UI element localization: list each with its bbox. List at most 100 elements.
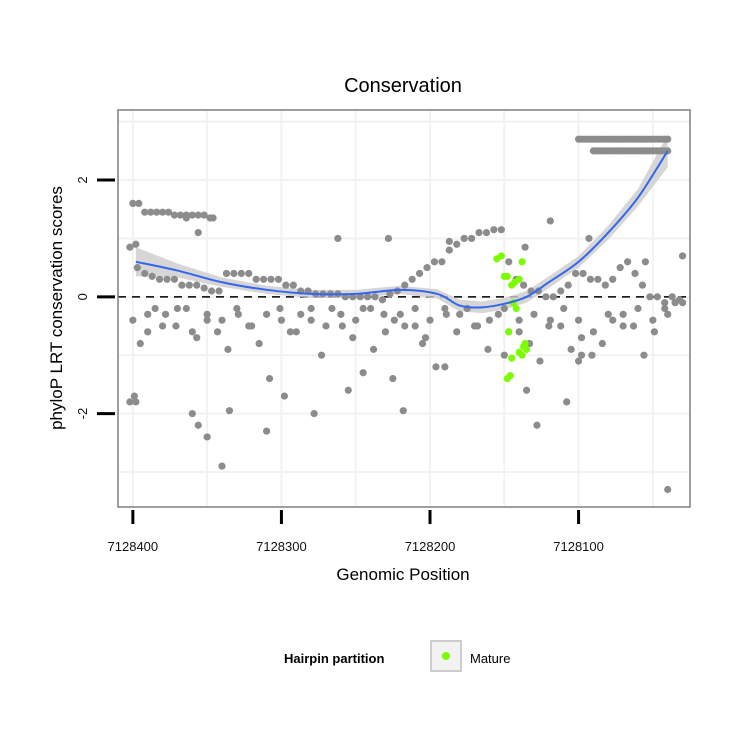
data-point (203, 310, 211, 318)
data-point (664, 310, 672, 318)
data-point (274, 275, 283, 283)
data-point (158, 208, 167, 216)
data-point (352, 316, 360, 324)
data-point (359, 304, 367, 313)
data-point (426, 316, 434, 324)
data-point (664, 485, 672, 494)
data-point (129, 316, 137, 324)
data-point (262, 310, 271, 318)
data-point (193, 334, 201, 342)
data-point (399, 407, 407, 415)
x-tick-label: 7128200 (405, 539, 456, 554)
data-point (574, 357, 583, 365)
data-point (456, 310, 464, 318)
data-point (234, 310, 242, 318)
data-point (164, 208, 173, 216)
data-point (585, 234, 593, 243)
data-point (646, 293, 654, 301)
data-point (521, 243, 529, 251)
data-point (401, 281, 409, 289)
data-point (156, 275, 164, 283)
data-point (144, 310, 152, 318)
data-point (678, 299, 687, 307)
data-point (567, 345, 575, 353)
data-point (515, 328, 523, 336)
data-point (170, 275, 179, 283)
x-tick-label: 7128100 (553, 539, 604, 554)
data-point (176, 211, 184, 219)
x-axis-title: Genomic Position (336, 565, 469, 584)
data-point (141, 269, 149, 278)
data-point-mature (515, 275, 523, 283)
data-point (641, 258, 650, 266)
data-point (282, 281, 290, 289)
data-point (546, 217, 554, 225)
data-point (418, 339, 427, 348)
data-point (262, 427, 271, 435)
legend: Hairpin partition Mature (284, 640, 510, 672)
data-point (230, 269, 238, 278)
data-point (453, 240, 461, 248)
data-point (594, 275, 602, 283)
data-point (416, 269, 424, 278)
data-point (136, 339, 144, 348)
data-point (194, 421, 202, 429)
data-point (194, 211, 202, 219)
data-point (445, 246, 453, 254)
data-point (173, 304, 182, 313)
data-point (380, 310, 388, 318)
y-tick-label: 2 (75, 176, 90, 183)
data-point (572, 269, 580, 278)
data-point (520, 281, 528, 289)
data-point (151, 304, 159, 313)
data-point (470, 322, 479, 330)
data-point (188, 328, 196, 336)
data-point (225, 407, 234, 415)
data-point (307, 316, 315, 324)
data-point (218, 462, 226, 470)
data-point (224, 345, 232, 353)
data-point (188, 211, 196, 219)
data-point (586, 275, 595, 283)
data-point (542, 293, 550, 301)
data-point (237, 269, 245, 278)
data-point (497, 226, 505, 234)
data-point (338, 322, 346, 330)
data-point (432, 363, 440, 371)
data-point (441, 363, 449, 371)
data-point (494, 310, 502, 318)
data-point (671, 299, 679, 307)
data-point (209, 214, 217, 222)
data-point (222, 269, 231, 278)
data-point (668, 293, 676, 301)
data-point (411, 322, 419, 330)
data-point (182, 214, 190, 222)
data-point (423, 264, 431, 272)
data-point (153, 208, 161, 216)
data-point (144, 328, 152, 336)
data-point (203, 316, 211, 324)
data-point (364, 293, 372, 301)
data-point (482, 229, 491, 237)
data-point (629, 322, 638, 330)
data-point (624, 258, 632, 266)
smooth-curve (135, 150, 669, 309)
data-point (129, 199, 137, 208)
data-point (442, 310, 450, 318)
data-point (634, 304, 642, 313)
data-point (484, 345, 492, 353)
data-point (468, 234, 476, 243)
data-point (172, 322, 180, 330)
data-point (366, 304, 375, 313)
x-tick-label: 7128300 (256, 539, 307, 554)
data-point (178, 281, 186, 289)
data-point (536, 357, 544, 365)
data-point (598, 339, 606, 348)
data-point (193, 281, 201, 289)
data-point (408, 275, 416, 283)
data-point (286, 328, 294, 336)
data-point-mature (518, 258, 526, 266)
data-point (490, 226, 498, 234)
data-point (664, 135, 672, 143)
data-point (328, 304, 336, 313)
